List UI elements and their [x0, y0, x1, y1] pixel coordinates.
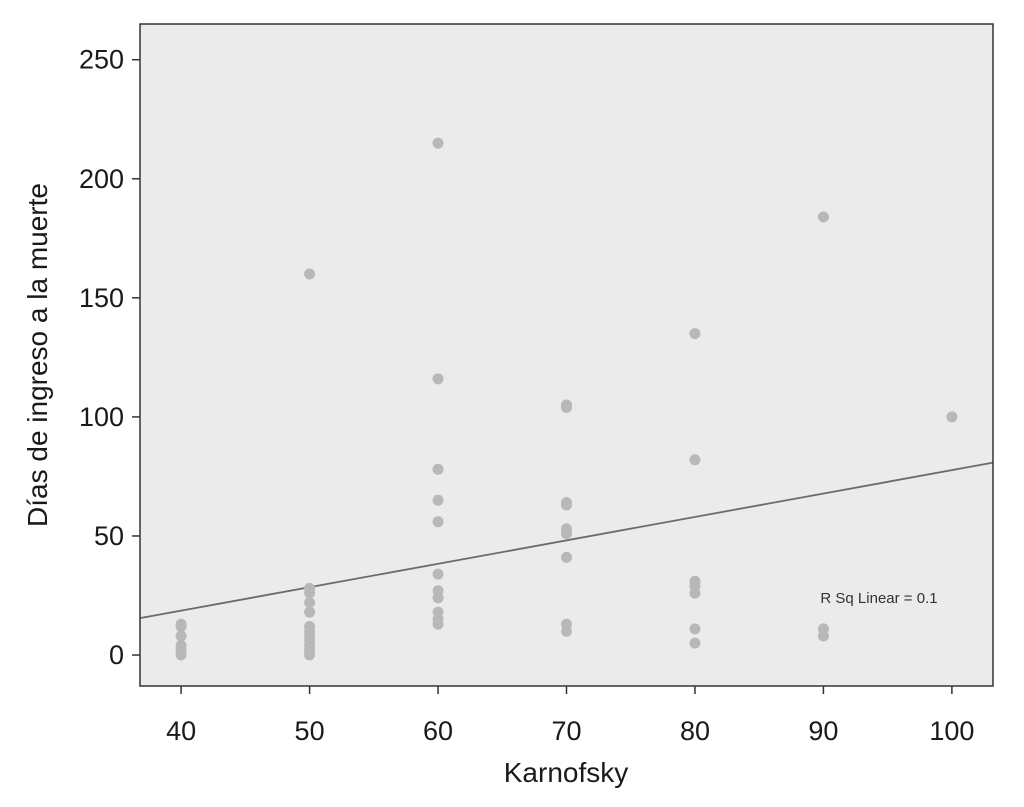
x-tick-label: 100: [929, 716, 974, 746]
data-point: [304, 620, 316, 632]
data-points: [175, 137, 958, 661]
data-point: [817, 211, 829, 223]
data-point: [432, 137, 444, 149]
data-point: [561, 551, 572, 563]
y-tick-label: 200: [79, 164, 124, 194]
linear-fit-line: [139, 461, 994, 620]
data-point: [689, 575, 701, 587]
data-point: [304, 582, 316, 594]
y-tick-label: 250: [79, 45, 124, 75]
fit-line-group: [139, 461, 994, 620]
data-point: [561, 497, 572, 509]
data-point: [689, 454, 701, 466]
data-point: [304, 597, 316, 609]
x-tick-label: 90: [808, 716, 838, 746]
data-point: [817, 623, 829, 635]
y-tick-label: 150: [79, 283, 124, 313]
r-squared-annotation: R Sq Linear = 0.1: [820, 590, 937, 607]
data-point: [689, 623, 701, 635]
x-tick-label: 60: [423, 716, 453, 746]
y-tick-label: 100: [79, 402, 124, 432]
data-point: [432, 516, 444, 528]
data-point: [175, 618, 187, 630]
data-point: [304, 606, 316, 618]
data-point: [689, 637, 701, 649]
x-axis-title: Karnofsky: [504, 757, 629, 788]
x-tick-label: 40: [166, 716, 196, 746]
data-point: [561, 618, 572, 630]
x-axis: 40 50 60 70 80 90 100: [166, 686, 974, 746]
y-axis: 0 50 100 150 200 250: [79, 45, 140, 670]
data-point: [432, 494, 444, 506]
data-point: [432, 463, 444, 475]
y-tick-label: 50: [94, 521, 124, 551]
data-point: [561, 399, 572, 411]
data-point: [689, 328, 701, 340]
data-point: [432, 606, 444, 618]
data-point: [946, 411, 958, 423]
x-tick-label: 80: [680, 716, 710, 746]
annotations: R Sq Linear = 0.1: [820, 590, 937, 607]
data-point: [304, 268, 316, 280]
x-tick-label: 70: [551, 716, 581, 746]
y-tick-label: 0: [109, 640, 124, 670]
data-point: [175, 630, 187, 642]
y-axis-title: Días de ingreso a la muerte: [22, 183, 53, 527]
data-point: [175, 640, 187, 652]
data-point: [432, 585, 444, 597]
data-point: [432, 373, 444, 385]
plot-area: [140, 24, 993, 686]
x-tick-label: 50: [295, 716, 325, 746]
data-point: [561, 523, 572, 535]
data-point: [432, 568, 444, 580]
